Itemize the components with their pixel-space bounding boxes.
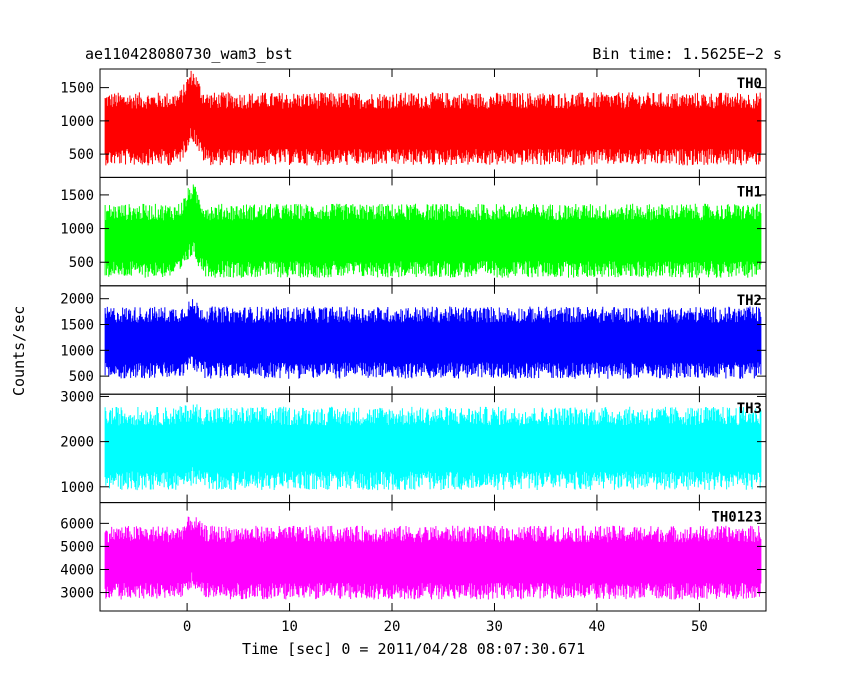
y-tick-label: 500 — [69, 147, 94, 163]
series-th0-line — [104, 70, 762, 166]
x-tick-label: 40 — [589, 619, 606, 635]
series-th3-line — [104, 404, 762, 491]
x-tick-label: 10 — [281, 619, 298, 635]
x-tick-label: 20 — [384, 619, 401, 635]
y-tick-label: 1000 — [60, 480, 94, 496]
bin-time-label: Bin time: 1.5625E−2 s — [592, 45, 782, 63]
x-tick-label: 0 — [183, 619, 191, 635]
y-tick-label: 1500 — [60, 318, 94, 334]
y-tick-label: 3000 — [60, 389, 94, 405]
y-tick-label: 1000 — [60, 222, 94, 238]
x-tick-label: 30 — [486, 619, 503, 635]
y-tick-label: 2000 — [60, 435, 94, 451]
y-tick-label: 500 — [69, 369, 94, 385]
y-tick-label: 4000 — [60, 562, 94, 578]
series-label-th1: TH1 — [737, 184, 762, 200]
x-axis-label: Time [sec] 0 = 2011/04/28 08:07:30.671 — [242, 640, 586, 658]
y-tick-label: 1500 — [60, 81, 94, 97]
panel-frame-th0123 — [99, 502, 767, 612]
y-axis-label: Counts/sec — [10, 305, 28, 396]
x-tick-label: 50 — [691, 619, 708, 635]
plot-title: ae110428080730_wam3_bst — [85, 45, 293, 63]
y-tick-label: 5000 — [60, 539, 94, 555]
series-label-th3: TH3 — [737, 401, 762, 417]
y-tick-label: 1000 — [60, 343, 94, 359]
series-label-th0: TH0 — [737, 76, 762, 92]
series-th1-line — [104, 184, 762, 278]
series-th2-line — [104, 299, 762, 379]
y-tick-label: 2000 — [60, 292, 94, 308]
series-label-th2: TH2 — [737, 293, 762, 309]
y-tick-label: 1000 — [60, 114, 94, 130]
y-tick-label: 3000 — [60, 586, 94, 602]
y-tick-label: 6000 — [60, 516, 94, 532]
y-tick-label: 1500 — [60, 188, 94, 204]
series-th0123-line — [104, 516, 762, 600]
series-label-th0123: TH0123 — [711, 510, 762, 526]
y-tick-label: 500 — [69, 255, 94, 271]
